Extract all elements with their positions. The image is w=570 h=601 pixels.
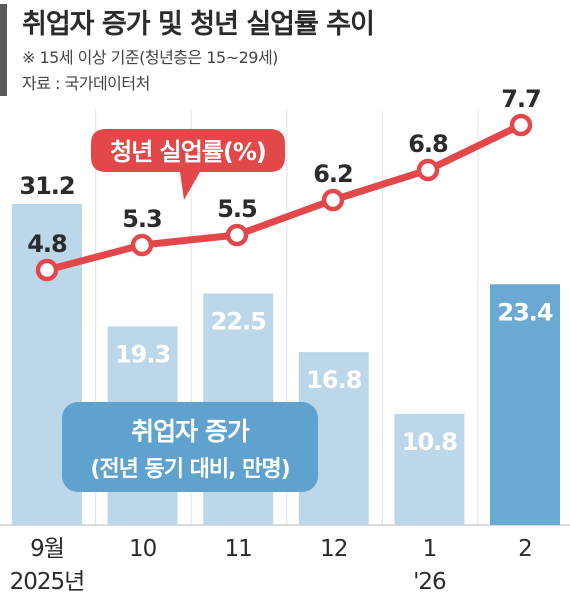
x-tick-label: 1 — [423, 536, 437, 562]
x-year-label: '26 — [413, 569, 446, 595]
chart-title: 취업자 증가 및 청년 실업률 추이 — [22, 9, 375, 40]
bar-value-label: 23.4 — [497, 298, 553, 326]
bar-value-label: 19.3 — [115, 340, 170, 368]
x-tick-label: 11 — [225, 536, 252, 562]
line-value-label: 6.8 — [408, 130, 448, 158]
bar-legend-box — [62, 402, 318, 492]
bar-value-label: 10.8 — [402, 428, 458, 456]
line-point-5 — [509, 113, 533, 137]
line-value-label: 7.7 — [501, 85, 541, 113]
line-series — [35, 113, 533, 282]
line-series-legend: 청년 실업률(%) — [91, 129, 285, 200]
bar-value-label: 16.8 — [306, 366, 362, 394]
line-value-labels: 4.8 5.3 5.5 6.2 6.8 7.7 — [27, 85, 542, 258]
bar-4 — [394, 413, 465, 525]
x-tick-label: 12 — [320, 536, 347, 562]
line-path — [43, 121, 525, 274]
line-point-3 — [321, 188, 345, 212]
chart-source: 자료 : 국가데이터처 — [22, 74, 150, 93]
x-tick-label: 9월 — [30, 536, 64, 562]
title-accent-bar — [0, 4, 7, 96]
chart-note: ※ 15세 이상 기준(청년층은 15~29세) — [22, 48, 278, 67]
line-value-label: 6.2 — [313, 160, 353, 188]
x-axis: 9월 2025년 10 11 12 1 '26 2 — [10, 536, 533, 595]
line-legend-callout — [91, 129, 285, 200]
x-tick-label: 2 — [518, 536, 532, 562]
bar-series-legend: 취업자 증가 (전년 동기 대비, 만명) — [62, 402, 318, 492]
line-point-1 — [130, 233, 154, 257]
bar-value-labels: 31.2 19.3 22.5 16.8 10.8 23.4 — [19, 172, 554, 456]
bar-value-label: 22.5 — [211, 308, 267, 336]
line-point-2 — [225, 223, 249, 247]
bar-5 — [490, 284, 560, 525]
bar-legend-subtitle: (전년 동기 대비, 만명) — [90, 457, 289, 482]
bar-legend-title: 취업자 증가 — [131, 417, 250, 446]
line-value-label: 5.5 — [217, 195, 257, 223]
line-point-4 — [416, 158, 440, 182]
bar-value-label: 31.2 — [19, 172, 74, 200]
line-value-label: 5.3 — [122, 205, 162, 233]
x-tick-label: 10 — [129, 536, 157, 562]
line-point-0 — [35, 258, 59, 282]
line-value-label: 4.8 — [27, 230, 67, 258]
line-legend-title: 청년 실업률(%) — [110, 138, 266, 166]
x-year-label: 2025년 — [10, 569, 85, 595]
